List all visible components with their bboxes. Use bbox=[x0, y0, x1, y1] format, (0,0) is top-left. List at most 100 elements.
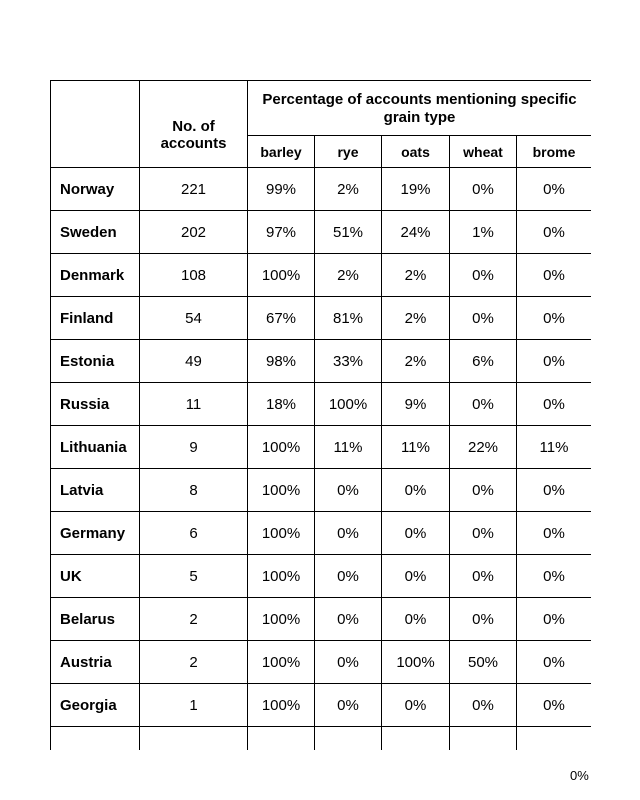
percent-cell-wheat: 0% bbox=[449, 167, 517, 211]
percent-cell-oats: 19% bbox=[381, 167, 450, 211]
percent-cell-oats: 0% bbox=[381, 511, 450, 555]
percent-cell-rye: 0% bbox=[314, 683, 382, 727]
percent-cell-wheat: 0% bbox=[449, 511, 517, 555]
table-row: UK 5 100% 0% 0% 0% 0% bbox=[50, 554, 591, 598]
percent-cell-barley: 100% bbox=[247, 554, 315, 598]
percent-cell-oats: 0% bbox=[381, 554, 450, 598]
accounts-cell: 6 bbox=[139, 511, 248, 555]
table-row: Sweden 202 97% 51% 24% 1% 0% bbox=[50, 210, 591, 254]
header-accounts: No. of accounts bbox=[139, 80, 248, 168]
percent-cell-wheat: 50% bbox=[449, 640, 517, 684]
country-cell: UK bbox=[50, 554, 140, 598]
empty-cell bbox=[314, 726, 382, 750]
percent-cell-brome: 0% bbox=[516, 683, 591, 727]
percent-cell-brome: 0% bbox=[516, 597, 591, 641]
table-row: Austria 2 100% 0% 100% 50% 0% bbox=[50, 640, 591, 684]
accounts-cell: 49 bbox=[139, 339, 248, 383]
accounts-cell: 108 bbox=[139, 253, 248, 297]
percent-cell-brome: 0% bbox=[516, 253, 591, 297]
percent-cell-wheat: 6% bbox=[449, 339, 517, 383]
footer-value: 0% bbox=[570, 768, 589, 783]
empty-cell bbox=[139, 726, 248, 750]
country-cell: Germany bbox=[50, 511, 140, 555]
accounts-cell: 202 bbox=[139, 210, 248, 254]
percent-cell-oats: 0% bbox=[381, 683, 450, 727]
country-cell: Georgia bbox=[50, 683, 140, 727]
grain-table-container: No. of accounts Percentage of accounts m… bbox=[50, 80, 591, 750]
percent-cell-brome: 0% bbox=[516, 554, 591, 598]
percent-cell-brome: 0% bbox=[516, 468, 591, 512]
header-grain-rye: rye bbox=[314, 135, 382, 168]
percent-cell-rye: 0% bbox=[314, 511, 382, 555]
percent-cell-barley: 98% bbox=[247, 339, 315, 383]
country-cell: Sweden bbox=[50, 210, 140, 254]
country-cell: Latvia bbox=[50, 468, 140, 512]
percent-cell-barley: 100% bbox=[247, 597, 315, 641]
percent-cell-barley: 97% bbox=[247, 210, 315, 254]
empty-cell bbox=[247, 726, 315, 750]
grain-table: No. of accounts Percentage of accounts m… bbox=[50, 80, 591, 750]
percent-cell-oats: 2% bbox=[381, 339, 450, 383]
percent-cell-barley: 100% bbox=[247, 425, 315, 469]
percent-cell-rye: 0% bbox=[314, 597, 382, 641]
percent-cell-wheat: 1% bbox=[449, 210, 517, 254]
table-row: Latvia 8 100% 0% 0% 0% 0% bbox=[50, 468, 591, 512]
table-row: Germany 6 100% 0% 0% 0% 0% bbox=[50, 511, 591, 555]
percent-cell-barley: 100% bbox=[247, 640, 315, 684]
percent-cell-barley: 18% bbox=[247, 382, 315, 426]
accounts-cell: 2 bbox=[139, 640, 248, 684]
percent-cell-rye: 0% bbox=[314, 554, 382, 598]
table-row: Finland 54 67% 81% 2% 0% 0% bbox=[50, 296, 591, 340]
empty-cell bbox=[381, 726, 450, 750]
country-cell: Norway bbox=[50, 167, 140, 211]
country-cell: Russia bbox=[50, 382, 140, 426]
country-cell: Lithuania bbox=[50, 425, 140, 469]
table-row: Denmark 108 100% 2% 2% 0% 0% bbox=[50, 253, 591, 297]
percent-cell-oats: 2% bbox=[381, 296, 450, 340]
empty-row bbox=[50, 726, 591, 750]
percent-cell-wheat: 0% bbox=[449, 554, 517, 598]
empty-cell bbox=[449, 726, 517, 750]
percent-cell-rye: 11% bbox=[314, 425, 382, 469]
percent-cell-wheat: 0% bbox=[449, 382, 517, 426]
percent-cell-barley: 100% bbox=[247, 511, 315, 555]
country-cell: Denmark bbox=[50, 253, 140, 297]
country-cell: Finland bbox=[50, 296, 140, 340]
percent-cell-rye: 0% bbox=[314, 640, 382, 684]
percent-cell-rye: 0% bbox=[314, 468, 382, 512]
accounts-cell: 221 bbox=[139, 167, 248, 211]
header-grain-barley: barley bbox=[247, 135, 315, 168]
header-country bbox=[50, 80, 140, 168]
country-cell: Belarus bbox=[50, 597, 140, 641]
table-row: Lithuania 9 100% 11% 11% 22% 11% bbox=[50, 425, 591, 469]
percent-cell-brome: 11% bbox=[516, 425, 591, 469]
percent-cell-barley: 67% bbox=[247, 296, 315, 340]
table-row: Norway 221 99% 2% 19% 0% 0% bbox=[50, 167, 591, 211]
table-row: Estonia 49 98% 33% 2% 6% 0% bbox=[50, 339, 591, 383]
percent-cell-oats: 100% bbox=[381, 640, 450, 684]
percent-cell-wheat: 0% bbox=[449, 683, 517, 727]
country-cell: Estonia bbox=[50, 339, 140, 383]
accounts-cell: 1 bbox=[139, 683, 248, 727]
empty-cell bbox=[516, 726, 591, 750]
accounts-cell: 11 bbox=[139, 382, 248, 426]
percent-cell-brome: 0% bbox=[516, 511, 591, 555]
percent-cell-oats: 9% bbox=[381, 382, 450, 426]
empty-cell bbox=[50, 726, 140, 750]
percent-cell-brome: 0% bbox=[516, 210, 591, 254]
accounts-cell: 8 bbox=[139, 468, 248, 512]
percent-cell-wheat: 0% bbox=[449, 597, 517, 641]
header-grain-wheat: wheat bbox=[449, 135, 517, 168]
accounts-cell: 54 bbox=[139, 296, 248, 340]
percent-cell-barley: 99% bbox=[247, 167, 315, 211]
percent-cell-oats: 11% bbox=[381, 425, 450, 469]
country-cell: Austria bbox=[50, 640, 140, 684]
accounts-cell: 5 bbox=[139, 554, 248, 598]
percent-cell-oats: 0% bbox=[381, 597, 450, 641]
table-row: Russia 11 18% 100% 9% 0% 0% bbox=[50, 382, 591, 426]
percent-cell-rye: 33% bbox=[314, 339, 382, 383]
percent-cell-brome: 0% bbox=[516, 339, 591, 383]
percent-cell-rye: 51% bbox=[314, 210, 382, 254]
percent-cell-rye: 100% bbox=[314, 382, 382, 426]
percent-cell-brome: 0% bbox=[516, 296, 591, 340]
